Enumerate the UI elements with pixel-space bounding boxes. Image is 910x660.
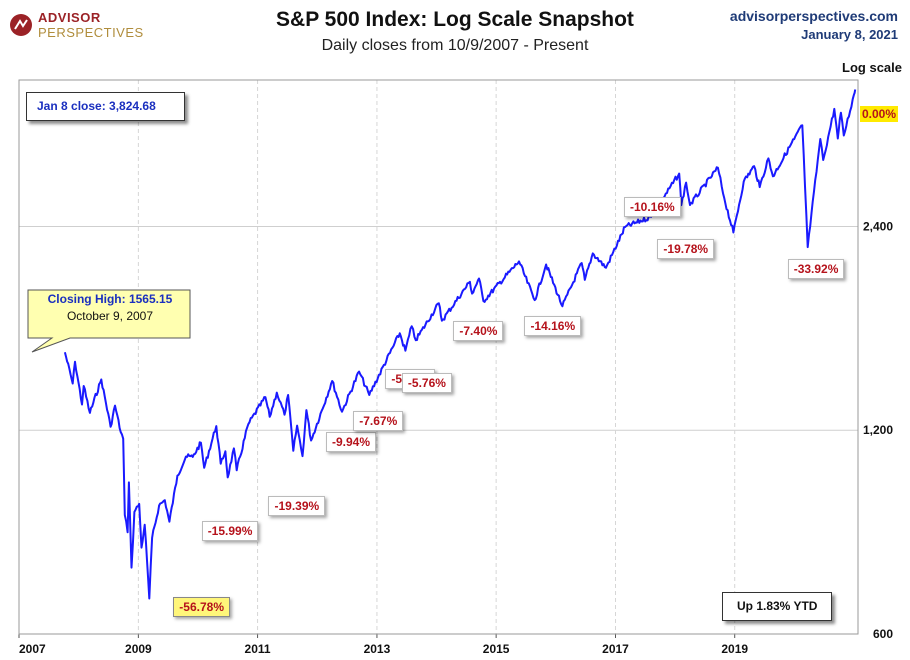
x-tick-label: 2017 xyxy=(602,642,629,656)
x-tick-label: 2009 xyxy=(125,642,152,656)
chart-title: S&P 500 Index: Log Scale Snapshot xyxy=(276,8,634,31)
log-scale-label: Log scale xyxy=(842,60,902,75)
logo-icon xyxy=(10,14,32,36)
chart-subtitle: Daily closes from 10/9/2007 - Present xyxy=(321,37,589,54)
plot-frame xyxy=(18,79,859,635)
series-group xyxy=(63,89,857,600)
x-tick-label: 2013 xyxy=(364,642,391,656)
x-tick-label: 2011 xyxy=(245,642,271,656)
closing-high-value: Closing High: 1565.15 xyxy=(47,292,173,306)
closing-high-date: October 9, 2007 xyxy=(66,309,154,323)
ytd-box: Up 1.83% YTD xyxy=(722,592,833,621)
y-tick-label: 600 xyxy=(873,627,893,641)
tick-labels: 600 1,200 2,400 2007 2009 2011 2013 2015 2017 201… xyxy=(19,219,893,656)
logo-line-1: ADVISOR xyxy=(38,10,101,25)
closing-high-callout: Closing High: 1565.15 October 9, 2007 xyxy=(30,292,190,323)
sp500-series-line xyxy=(63,89,857,600)
current-drawdown-badge: 0.00% xyxy=(860,106,899,122)
drawdown-label: -15.99% xyxy=(201,521,259,542)
callout-shape xyxy=(27,289,191,353)
drawdown-label: -9.94% xyxy=(325,431,377,452)
y-tick-label: 1,200 xyxy=(863,423,893,437)
grid-lines xyxy=(19,80,858,634)
latest-close-box: Jan 8 close: 3,824.68 xyxy=(26,92,185,121)
drawdown-label: -5.76% xyxy=(401,372,452,393)
x-tick-label: 2007 xyxy=(19,642,46,656)
callout-bubble xyxy=(27,289,191,353)
drawdown-label: -7.40% xyxy=(453,321,504,342)
chart-axes xyxy=(18,79,859,638)
logo-line-2: PERSPECTIVES xyxy=(38,25,144,40)
drawdown-label: -19.39% xyxy=(268,496,326,517)
drawdown-label: -14.16% xyxy=(524,316,582,337)
x-tick-label: 2019 xyxy=(721,642,748,656)
drawdown-label: -10.16% xyxy=(623,196,681,217)
drawdown-label: -33.92% xyxy=(787,259,845,280)
drawdown-label: -56.78% xyxy=(173,596,230,617)
report-date: January 8, 2021 xyxy=(801,27,898,42)
site-url: advisorperspectives.com xyxy=(729,8,898,24)
drawdown-label: -7.67% xyxy=(353,410,404,431)
x-tick-label: 2015 xyxy=(483,642,510,656)
drawdown-label: -19.78% xyxy=(657,238,715,259)
y-tick-label: 2,400 xyxy=(863,219,893,233)
